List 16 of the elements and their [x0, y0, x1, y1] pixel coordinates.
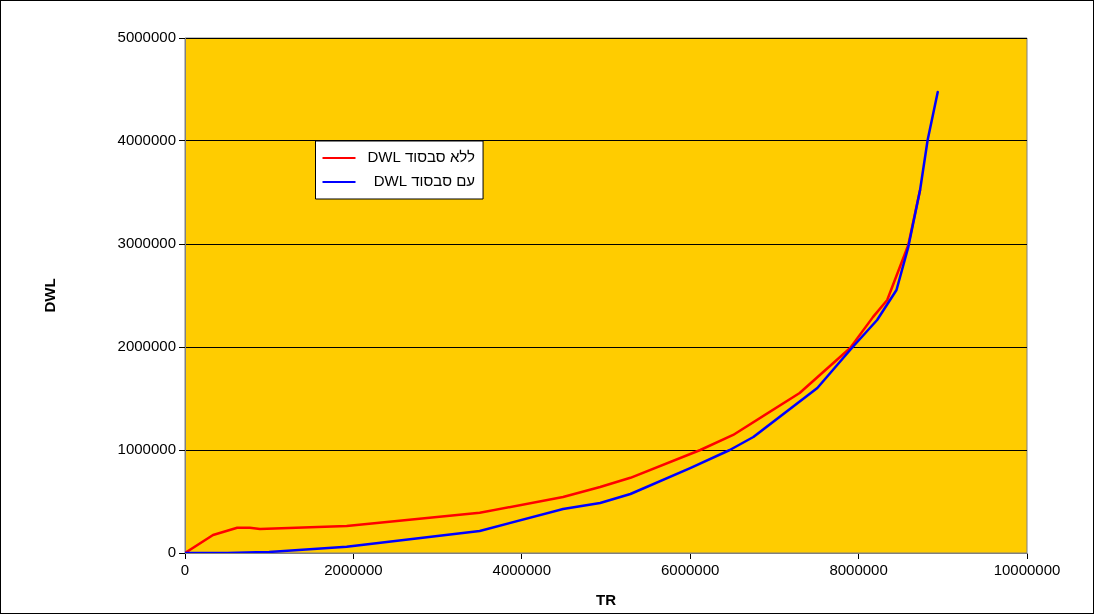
y-tick-label: 4000000	[117, 131, 176, 149]
x-tick-label: 10000000	[993, 561, 1061, 579]
x-tick-label: 0	[180, 561, 190, 579]
y-tick-label: 2000000	[117, 337, 176, 355]
y-axis-title: DWL	[41, 278, 59, 313]
x-tick-label: 8000000	[829, 561, 888, 579]
y-tick-label: 3000000	[117, 234, 176, 252]
y-tick-label: 5000000	[117, 28, 176, 46]
legend-label: ללא סבסוד DWL	[367, 148, 476, 166]
x-axis-title: TR	[596, 591, 617, 609]
legend-label: עם סבסוד DWL	[373, 172, 476, 190]
y-tick-label: 1000000	[117, 440, 176, 458]
x-tick-label: 4000000	[492, 561, 551, 579]
x-tick-label: 2000000	[324, 561, 383, 579]
x-tick-label: 6000000	[661, 561, 720, 579]
y-tick-label: 0	[167, 543, 176, 561]
